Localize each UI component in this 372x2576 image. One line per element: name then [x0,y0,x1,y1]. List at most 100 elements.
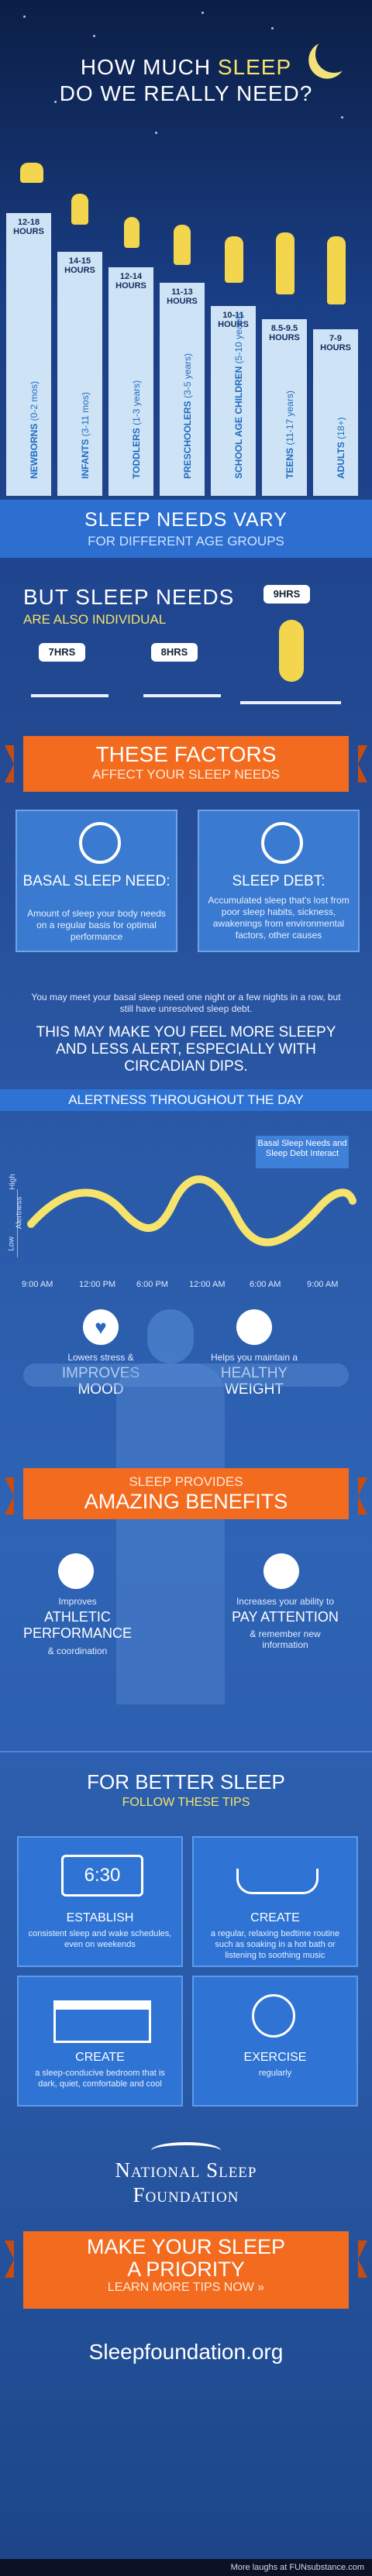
bed-icon [143,674,221,697]
bar-hours: 14-15 HOURS [64,256,95,275]
infant-figure-icon [71,194,88,225]
factors-title: THESE FACTORS [95,742,277,766]
bar-age: INFANTS (3-11 mos) [57,366,102,490]
card-title: SLEEP DEBT: [232,873,326,889]
bar-group: INFANTS [80,439,91,479]
alertness-header: ALERTNESS THROUGHOUT THE DAY [0,1089,372,1111]
person-silhouette-head [147,1309,194,1364]
benefits-ribbon-line1: SLEEP PROVIDES [129,1474,243,1489]
bar-newborns: 12-18 HOURS NEWBORNS (0-2 mos) [6,213,51,496]
benefit-pre: Increases your ability to [236,1596,335,1607]
age-groups-band: SLEEP NEEDS VARY FOR DIFFERENT AGE GROUP… [0,500,372,558]
benefit-athletic: ATHLETIC PERFORMANCE [22,1609,132,1641]
card-title: BASAL SLEEP NEED: [22,873,170,889]
bar-adults: 7-9 HOURS ADULTS (18+) [313,329,358,496]
nsf-logo-icon [151,2142,221,2159]
bar-age: TODDLERS (1-3 years) [108,366,153,490]
benefit-attention: PAY ATTENTION [232,1609,339,1625]
alertness-title: ALERTNESS THROUGHOUT THE DAY [68,1092,304,1107]
alertness-low: Low [7,1236,16,1251]
benefit-mood: IMPROVES MOOD [61,1365,140,1398]
bed-awake-icon [240,686,341,704]
factors-subtitle: AFFECT YOUR SLEEP NEEDS [92,767,280,782]
factors-ribbon: THESE FACTORS AFFECT YOUR SLEEP NEEDS [5,736,367,792]
heart-icon: ♥ [83,1309,119,1345]
bar-teens: 8.5-9.5 HOURS TEENS (11-17 years) [262,319,307,496]
individual-title: BUT SLEEP NEEDS [23,585,235,609]
footer-bar: More laughs at FUNsubstance.com [0,2559,372,2576]
footer-text[interactable]: More laughs at FUNsubstance.com [230,2563,364,2572]
tip-exercise: EXERCISE regularly [192,1976,358,2107]
exercise-bike-icon [252,1994,295,2038]
bar-hours: 7-9 HOURS [320,334,351,353]
alertness-ylabel: Alertness [15,1196,24,1230]
clock-9hrs: 9HRS [264,585,310,604]
benefit-pre: Lowers stress & [67,1352,134,1363]
tip-bedroom: CREATE a sleep-conducive bedroom that is… [17,1976,183,2107]
baby-figure-icon [20,163,43,183]
bar-school-age: 10-11 HOURS SCHOOL AGE CHILDREN (5-10 ye… [211,306,256,496]
benefit-post: & remember new information [250,1628,321,1650]
bar-hours: 12-14 HOURS [115,272,146,291]
bathtub-icon [236,1869,319,1894]
bar-age: TEENS (11-17 years) [262,366,307,490]
alarm-clock-icon [261,822,303,864]
tip-routine: CREATE a regular, relaxing bedtime routi… [192,1836,358,1967]
bar-range: (5-10 years) [233,313,244,364]
alertness-callout: Basal Sleep Needs and Sleep Debt Interac… [256,1136,349,1168]
bar-hours: 11-13 HOURS [167,287,198,306]
toddler-figure-icon [124,217,140,248]
bar-age: SCHOOL AGE CHILDREN (5-10 years) [211,314,256,490]
bar-age: PRESCHOOLERS (3-5 years) [160,353,205,490]
tip-establish: 6:30 ESTABLISH consistent sleep and wake… [17,1836,183,1967]
bar-age: ADULTS (18+) [313,366,358,490]
scale-icon [236,1309,272,1345]
bar-range: (3-5 years) [182,353,193,398]
alarm-clock-icon [79,822,121,864]
time-tick: 12:00 PM [79,1280,116,1289]
sleep-debt-card: SLEEP DEBT: Accumulated sleep that's los… [198,810,360,952]
time-tick: 12:00 AM [189,1280,226,1289]
teen-figure-icon [276,232,294,294]
clock-8hrs: 8HRS [151,643,198,662]
tip-text: a regular, relaxing bedtime routine such… [210,1929,340,1960]
cta-link[interactable]: LEARN MORE TIPS NOW » [107,2281,265,2294]
clock-7hrs: 7HRS [39,643,85,662]
star [93,35,95,37]
adult-figure-icon [327,236,346,304]
band-title: SLEEP NEEDS VARY [84,509,288,531]
site-url[interactable]: Sleepfoundation.org [88,2340,284,2364]
person-silhouette-arms [23,1364,349,1387]
digital-clock-icon: 6:30 [61,1855,143,1897]
bar-hours: 12-18 HOURS [13,218,44,236]
tip-title: CREATE [75,2051,125,2064]
benefits-ribbon-line2: AMAZING BENEFITS [84,1490,288,1513]
time-tick: 9:00 AM [22,1280,53,1289]
bed-icon [53,2000,151,2043]
bar-group: ADULTS [336,442,346,479]
individual-subtitle: ARE ALSO INDIVIDUAL [23,612,167,627]
bar-group: TODDLERS [131,428,142,479]
divider [0,1751,372,1752]
benefit-post: & coordination [47,1646,108,1656]
star [23,15,26,18]
sleep-hours-bars: 12-18 HOURS NEWBORNS (0-2 mos) 14-15 HOU… [6,186,366,496]
bar-range: (3-11 mos) [80,392,91,437]
preschooler-figure-icon [174,225,191,265]
bar-hours: 8.5-9.5 HOURS [269,324,300,342]
bar-infants: 14-15 HOURS INFANTS (3-11 mos) [57,252,102,496]
alertness-line [27,1175,356,1247]
bar-group: PRESCHOOLERS [182,401,193,479]
cta-line2: A PRIORITY [127,2258,245,2281]
time-tick: 6:00 AM [250,1280,281,1289]
tip-text: a sleep-conducive bedroom that is dark, … [35,2069,165,2089]
bar-range: (1-3 years) [131,380,142,425]
star [54,101,57,103]
page-title: HOW MUCH SLEEP DO WE REALLY NEED? [0,54,372,107]
bar-group: TEENS [284,447,295,479]
bar-group: SCHOOL AGE CHILDREN [233,366,244,479]
benefit-weight: HEALTHY WEIGHT [220,1365,288,1398]
cta-ribbon[interactable]: MAKE YOUR SLEEP A PRIORITY LEARN MORE TI… [5,2231,367,2309]
benefit-pre: Helps you maintain a [210,1352,298,1363]
